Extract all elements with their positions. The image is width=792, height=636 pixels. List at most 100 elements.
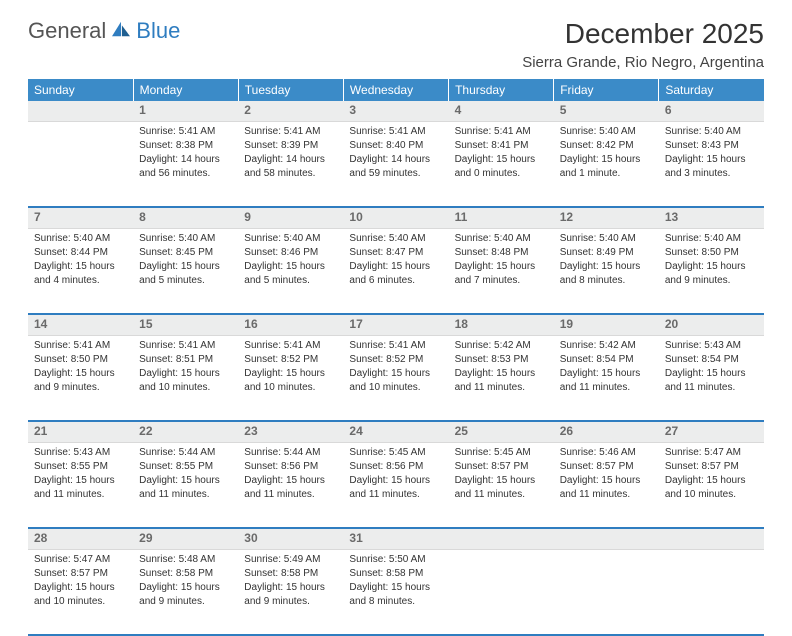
sunset-text: Sunset: 8:54 PM: [560, 353, 653, 366]
day-cell: Sunrise: 5:41 AMSunset: 8:41 PMDaylight:…: [449, 121, 554, 207]
daylight-text: Daylight: 15 hours: [455, 260, 548, 273]
daylight-text: Daylight: 15 hours: [349, 260, 442, 273]
daylight-text: and 5 minutes.: [244, 274, 337, 287]
sunset-text: Sunset: 8:48 PM: [455, 246, 548, 259]
sunrise-text: Sunrise: 5:50 AM: [349, 553, 442, 566]
day-number: 15: [133, 314, 238, 335]
day-cell: [449, 549, 554, 635]
daylight-text: Daylight: 15 hours: [139, 581, 232, 594]
sunrise-text: Sunrise: 5:43 AM: [34, 446, 127, 459]
sunrise-text: Sunrise: 5:40 AM: [560, 125, 653, 138]
daylight-text: Daylight: 15 hours: [34, 581, 127, 594]
week-row: Sunrise: 5:41 AMSunset: 8:50 PMDaylight:…: [28, 335, 764, 421]
daylight-text: and 11 minutes.: [665, 381, 758, 394]
daylight-text: Daylight: 15 hours: [665, 260, 758, 273]
sunrise-text: Sunrise: 5:42 AM: [560, 339, 653, 352]
daylight-text: and 10 minutes.: [665, 488, 758, 501]
daylight-text: Daylight: 15 hours: [244, 260, 337, 273]
daylight-text: Daylight: 15 hours: [244, 474, 337, 487]
daylight-text: and 10 minutes.: [139, 381, 232, 394]
day-number: [28, 101, 133, 121]
dayname-row: Sunday Monday Tuesday Wednesday Thursday…: [28, 79, 764, 101]
day-cell: Sunrise: 5:48 AMSunset: 8:58 PMDaylight:…: [133, 549, 238, 635]
sunset-text: Sunset: 8:51 PM: [139, 353, 232, 366]
daynum-row: 28293031: [28, 528, 764, 549]
day-number: 26: [554, 421, 659, 442]
daylight-text: Daylight: 15 hours: [560, 260, 653, 273]
daylight-text: Daylight: 14 hours: [244, 153, 337, 166]
day-number: 16: [238, 314, 343, 335]
sunrise-text: Sunrise: 5:41 AM: [349, 125, 442, 138]
sunrise-text: Sunrise: 5:41 AM: [455, 125, 548, 138]
sunrise-text: Sunrise: 5:44 AM: [139, 446, 232, 459]
day-number: 14: [28, 314, 133, 335]
sunrise-text: Sunrise: 5:41 AM: [139, 339, 232, 352]
sunset-text: Sunset: 8:52 PM: [349, 353, 442, 366]
sunset-text: Sunset: 8:49 PM: [560, 246, 653, 259]
day-cell: Sunrise: 5:41 AMSunset: 8:52 PMDaylight:…: [343, 335, 448, 421]
dayname-saturday: Saturday: [659, 79, 764, 101]
daynum-row: 14151617181920: [28, 314, 764, 335]
daylight-text: and 11 minutes.: [560, 381, 653, 394]
sunrise-text: Sunrise: 5:45 AM: [455, 446, 548, 459]
sunrise-text: Sunrise: 5:41 AM: [244, 125, 337, 138]
daynum-row: 78910111213: [28, 207, 764, 228]
day-cell: Sunrise: 5:44 AMSunset: 8:56 PMDaylight:…: [238, 442, 343, 528]
day-number: 22: [133, 421, 238, 442]
sunrise-text: Sunrise: 5:41 AM: [34, 339, 127, 352]
day-number: 12: [554, 207, 659, 228]
daylight-text: and 5 minutes.: [139, 274, 232, 287]
sunset-text: Sunset: 8:54 PM: [665, 353, 758, 366]
day-cell: Sunrise: 5:46 AMSunset: 8:57 PMDaylight:…: [554, 442, 659, 528]
daylight-text: and 6 minutes.: [349, 274, 442, 287]
daylight-text: Daylight: 14 hours: [139, 153, 232, 166]
day-cell: Sunrise: 5:50 AMSunset: 8:58 PMDaylight:…: [343, 549, 448, 635]
sunset-text: Sunset: 8:58 PM: [244, 567, 337, 580]
day-cell: Sunrise: 5:41 AMSunset: 8:50 PMDaylight:…: [28, 335, 133, 421]
day-cell: Sunrise: 5:40 AMSunset: 8:50 PMDaylight:…: [659, 228, 764, 314]
daylight-text: Daylight: 15 hours: [560, 367, 653, 380]
sunset-text: Sunset: 8:56 PM: [349, 460, 442, 473]
day-number: 17: [343, 314, 448, 335]
sunrise-text: Sunrise: 5:41 AM: [244, 339, 337, 352]
daylight-text: Daylight: 15 hours: [560, 474, 653, 487]
day-cell: [28, 121, 133, 207]
sunset-text: Sunset: 8:58 PM: [349, 567, 442, 580]
sunset-text: Sunset: 8:46 PM: [244, 246, 337, 259]
day-cell: [554, 549, 659, 635]
sunset-text: Sunset: 8:52 PM: [244, 353, 337, 366]
daylight-text: and 11 minutes.: [455, 381, 548, 394]
day-number: 11: [449, 207, 554, 228]
day-cell: Sunrise: 5:43 AMSunset: 8:54 PMDaylight:…: [659, 335, 764, 421]
day-cell: Sunrise: 5:40 AMSunset: 8:43 PMDaylight:…: [659, 121, 764, 207]
day-cell: Sunrise: 5:47 AMSunset: 8:57 PMDaylight:…: [28, 549, 133, 635]
day-number: [449, 528, 554, 549]
daylight-text: Daylight: 15 hours: [665, 367, 758, 380]
daylight-text: and 11 minutes.: [244, 488, 337, 501]
dayname-wednesday: Wednesday: [343, 79, 448, 101]
sunrise-text: Sunrise: 5:49 AM: [244, 553, 337, 566]
daylight-text: Daylight: 15 hours: [139, 260, 232, 273]
day-cell: Sunrise: 5:42 AMSunset: 8:53 PMDaylight:…: [449, 335, 554, 421]
sunset-text: Sunset: 8:43 PM: [665, 139, 758, 152]
week-row: Sunrise: 5:43 AMSunset: 8:55 PMDaylight:…: [28, 442, 764, 528]
day-cell: Sunrise: 5:40 AMSunset: 8:47 PMDaylight:…: [343, 228, 448, 314]
daylight-text: and 11 minutes.: [139, 488, 232, 501]
location: Sierra Grande, Rio Negro, Argentina: [522, 54, 764, 71]
sunset-text: Sunset: 8:53 PM: [455, 353, 548, 366]
day-number: 4: [449, 101, 554, 121]
sunrise-text: Sunrise: 5:40 AM: [34, 232, 127, 245]
day-cell: Sunrise: 5:44 AMSunset: 8:55 PMDaylight:…: [133, 442, 238, 528]
day-number: [659, 528, 764, 549]
dayname-monday: Monday: [133, 79, 238, 101]
sunset-text: Sunset: 8:50 PM: [665, 246, 758, 259]
daylight-text: and 11 minutes.: [560, 488, 653, 501]
daylight-text: and 7 minutes.: [455, 274, 548, 287]
day-number: 27: [659, 421, 764, 442]
daylight-text: and 9 minutes.: [139, 595, 232, 608]
daylight-text: and 9 minutes.: [34, 381, 127, 394]
day-number: 19: [554, 314, 659, 335]
day-cell: [659, 549, 764, 635]
day-number: [554, 528, 659, 549]
daylight-text: and 11 minutes.: [455, 488, 548, 501]
